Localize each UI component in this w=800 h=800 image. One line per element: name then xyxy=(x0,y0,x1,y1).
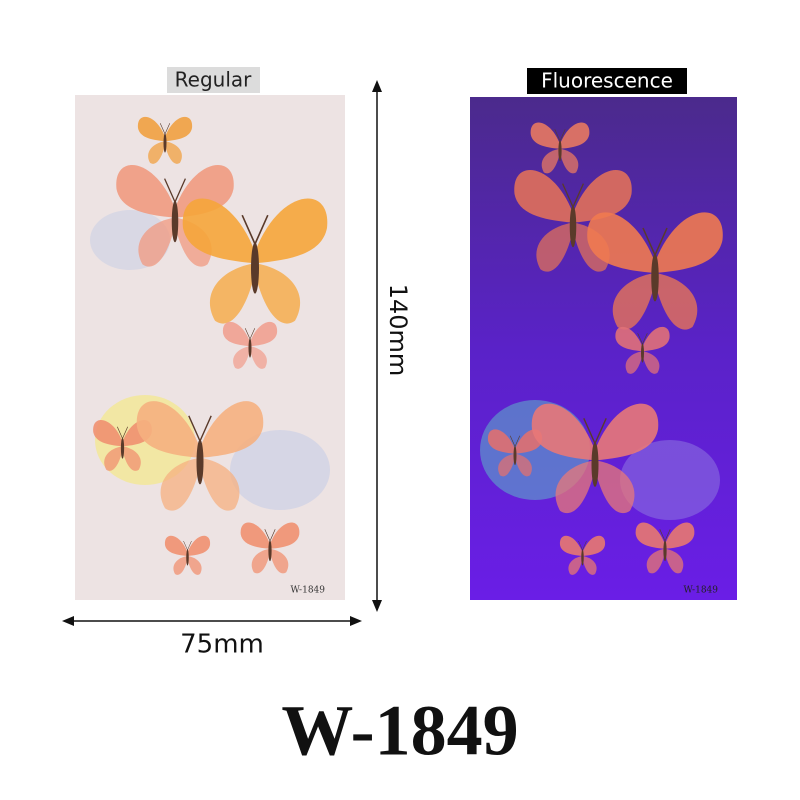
product-code: W-1849 xyxy=(281,691,518,771)
label-bg xyxy=(527,68,687,94)
width-arrow xyxy=(62,616,362,626)
label-bg xyxy=(167,67,260,93)
height-arrow xyxy=(372,80,382,612)
panel-label: Fluorescence xyxy=(541,69,673,93)
panel-label: Regular xyxy=(175,68,252,92)
height-label: 140mm xyxy=(384,284,412,377)
splash xyxy=(230,430,330,510)
panel-code: W-1849 xyxy=(683,586,718,596)
width-label: 75mm xyxy=(180,630,264,660)
fluorescence-panel xyxy=(470,97,737,600)
panel-code: W-1849 xyxy=(290,586,325,596)
splash xyxy=(620,440,720,520)
